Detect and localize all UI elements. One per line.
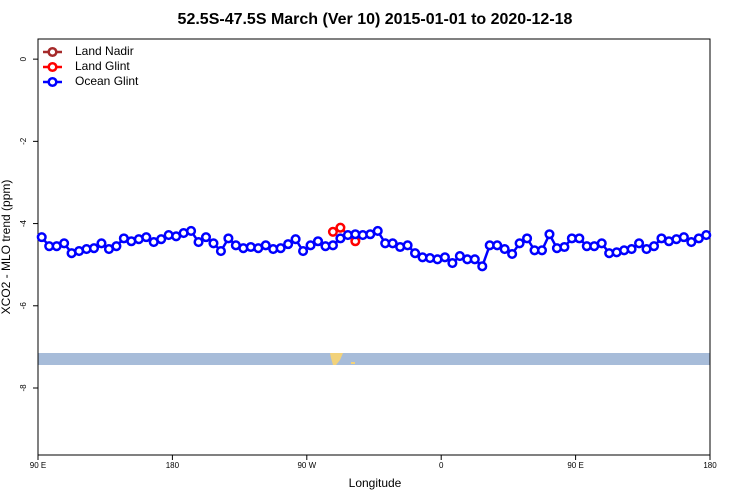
data-point [208, 238, 219, 249]
data-point [372, 225, 383, 237]
data-point [305, 240, 316, 251]
data-point [193, 237, 204, 248]
data-point [507, 248, 518, 260]
map-strip [38, 353, 710, 365]
x-tick-label: 180 [166, 461, 180, 470]
y-tick-label: 0 [19, 56, 28, 61]
data-point [298, 246, 309, 257]
data-point [59, 238, 70, 249]
data-point [477, 261, 488, 272]
data-point [514, 238, 525, 249]
x-tick-label: 90 E [30, 461, 46, 470]
data-point [111, 241, 122, 252]
chart-title: 52.5S-47.5S March (Ver 10) 2015-01-01 to… [178, 11, 573, 28]
data-point [447, 257, 458, 269]
data-point [626, 244, 637, 255]
data-point [186, 225, 197, 237]
legend-marker [47, 46, 58, 58]
data-point [678, 232, 689, 243]
data-point [492, 240, 503, 251]
data-point [402, 240, 413, 251]
data-point [200, 232, 212, 243]
data-point [88, 243, 100, 254]
legend-label: Land Glint [75, 59, 130, 73]
data-point [559, 241, 570, 253]
data-point [648, 241, 660, 252]
x-tick-label: 0 [439, 461, 444, 470]
y-axis-label: XCO2 - MLO trend (ppm) [0, 180, 13, 315]
plot-frame [37, 38, 711, 456]
data-point [312, 236, 324, 247]
map-land [351, 362, 355, 364]
data-point [596, 238, 607, 249]
data-point [574, 233, 585, 244]
data-point [439, 252, 450, 263]
data-point [522, 233, 533, 244]
data-point [634, 238, 645, 249]
data-point [686, 237, 697, 248]
data-point [544, 229, 555, 240]
data-point [260, 240, 271, 251]
y-tick-label: -4 [19, 219, 28, 227]
data-point [335, 222, 346, 233]
legend-marker [47, 76, 58, 88]
y-tick-label: -6 [19, 302, 28, 310]
map-land [330, 353, 343, 365]
data-point [701, 230, 712, 241]
data-point [536, 245, 548, 256]
x-tick-label: 180 [703, 461, 717, 470]
data-point [223, 233, 234, 244]
legend-label: Ocean Glint [75, 74, 139, 88]
data-point [290, 234, 301, 245]
data-point [499, 244, 510, 255]
data-point [96, 238, 107, 249]
y-tick-label: -8 [19, 384, 28, 392]
data-point [327, 240, 338, 251]
data-point [275, 243, 286, 254]
data-point [156, 234, 167, 245]
data-point [36, 232, 47, 243]
data-point [327, 226, 338, 237]
legend-label: Land Nadir [75, 44, 134, 58]
y-tick-label: -2 [19, 137, 28, 145]
data-point [283, 239, 294, 250]
legend-marker [47, 61, 58, 73]
data-point [387, 238, 398, 249]
x-axis-label: Longitude [349, 476, 402, 490]
data-point [410, 248, 421, 259]
x-tick-label: 90 E [567, 461, 583, 470]
data-point [215, 246, 226, 257]
data-point [469, 254, 480, 265]
data-point [141, 232, 152, 243]
x-tick-label: 90 W [297, 461, 316, 470]
